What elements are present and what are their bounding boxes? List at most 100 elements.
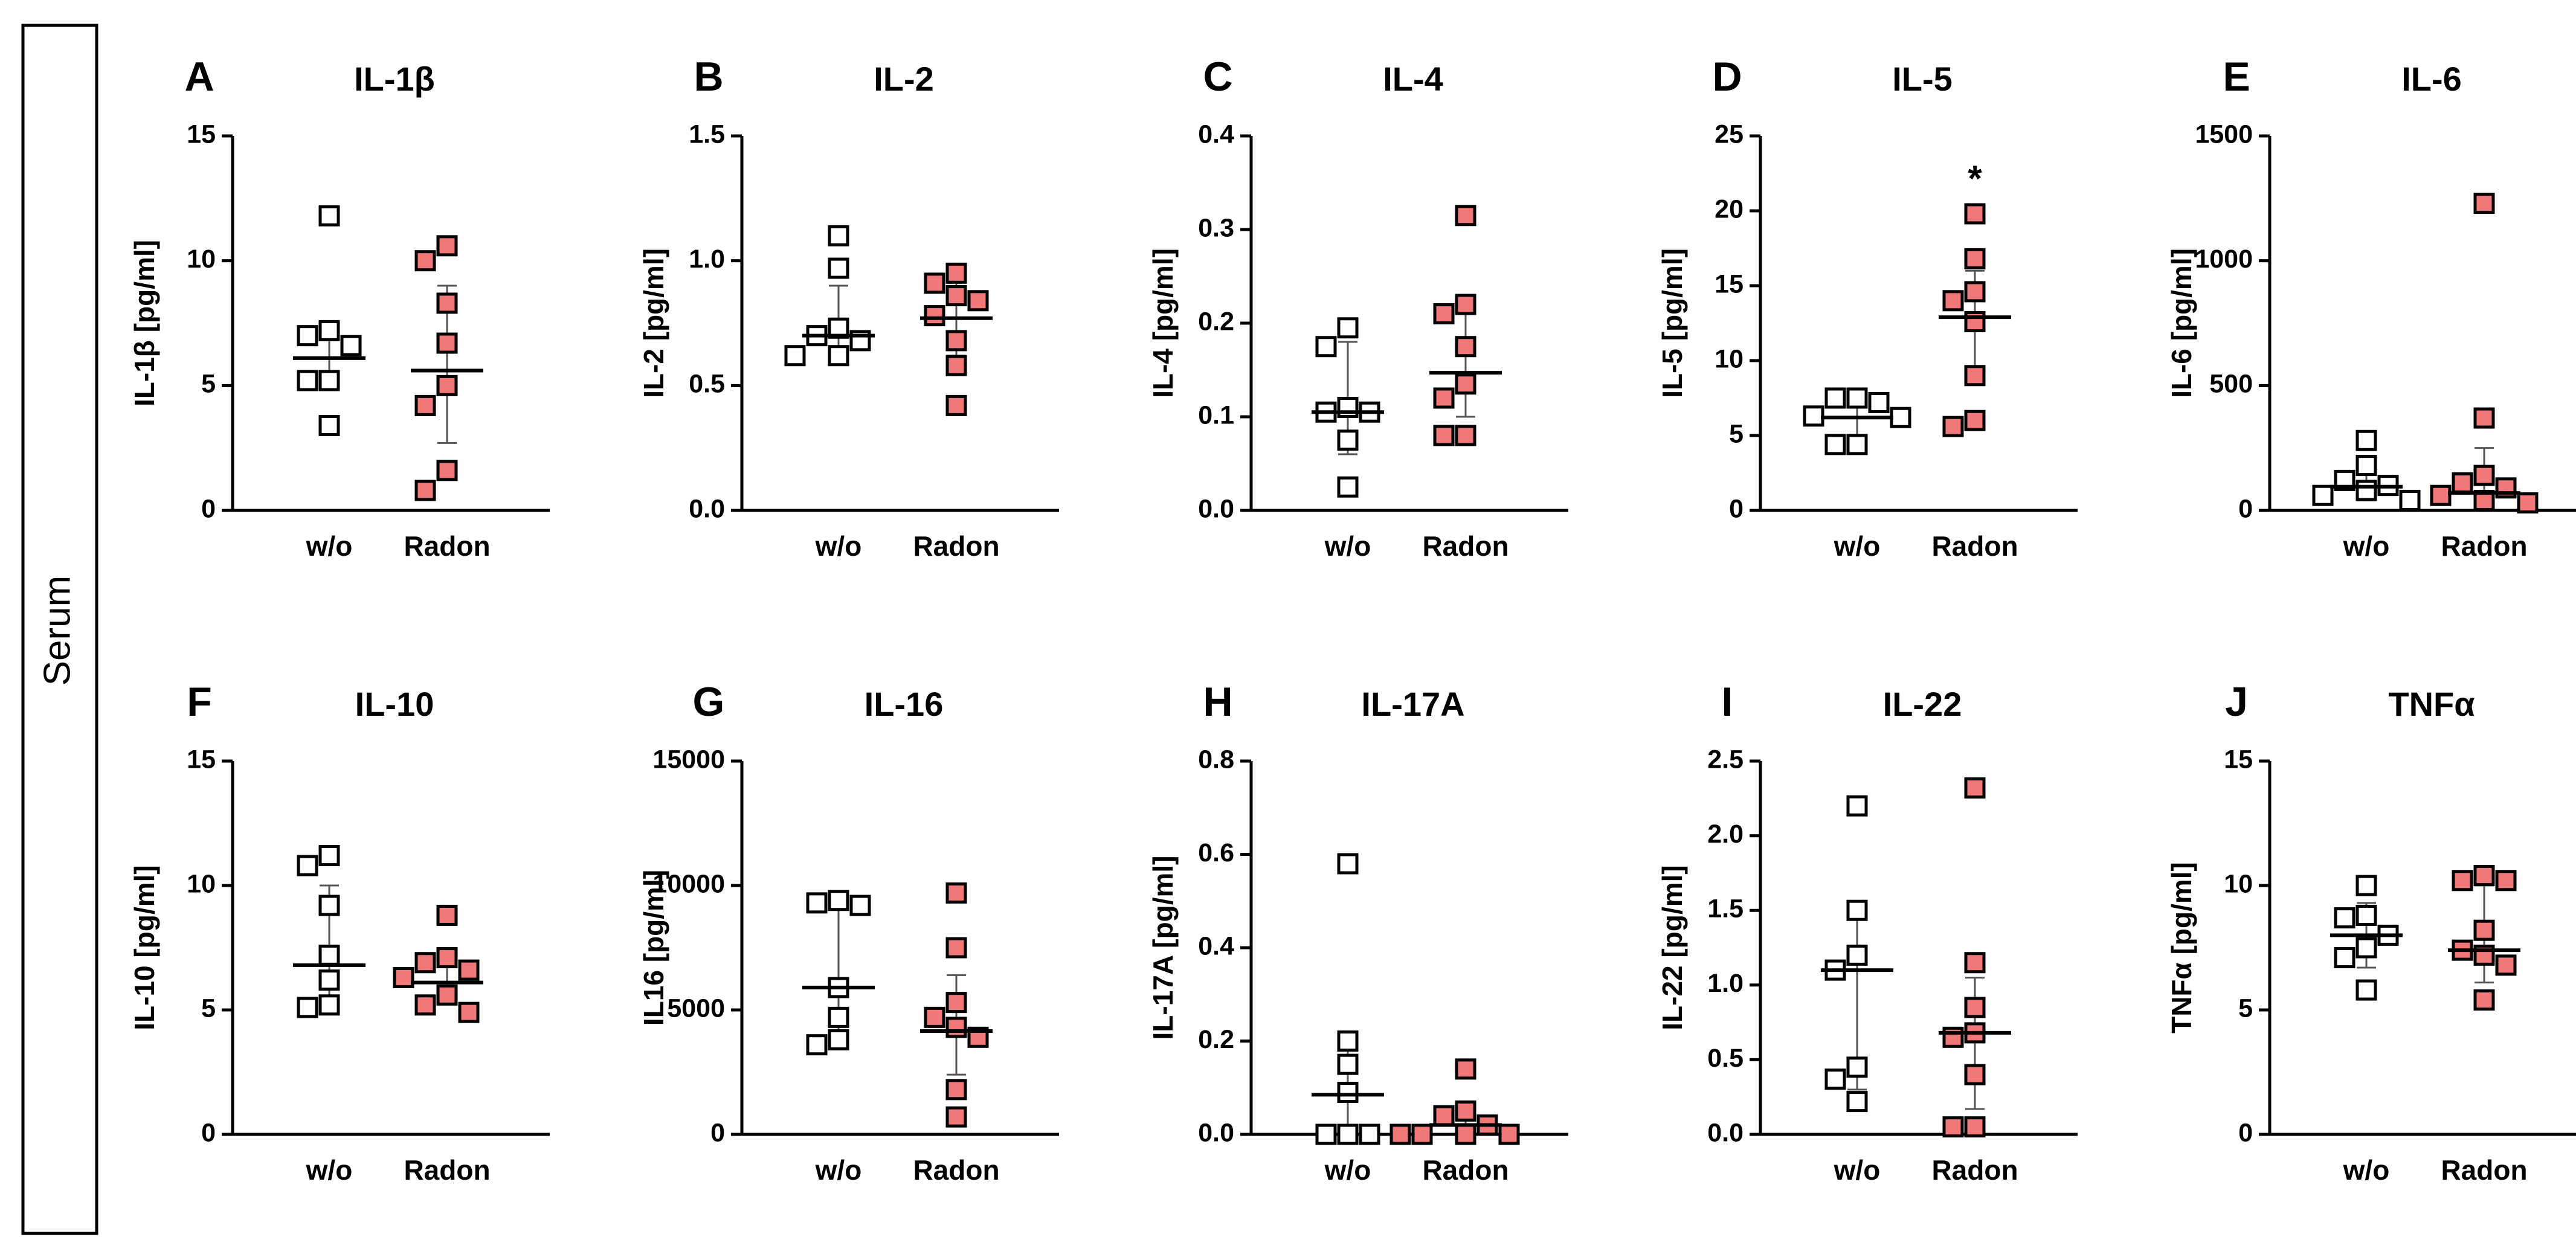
panel-letter: F [187, 679, 212, 725]
data-point [1964, 281, 1986, 303]
data-point [945, 1017, 967, 1038]
y-tick-label: 0 [2238, 494, 2253, 523]
y-tick-label: 0 [201, 494, 216, 523]
data-point [1455, 425, 1476, 446]
y-axis-label: IL-5 [pg/ml] [1657, 248, 1688, 398]
x-category-label: Radon [2441, 530, 2527, 562]
data-point [1964, 248, 1986, 269]
y-tick-label: 10 [1715, 344, 1744, 373]
data-point [2355, 429, 2377, 451]
y-tick-label: 15 [1715, 269, 1744, 298]
panel-letter: E [2223, 54, 2250, 100]
y-tick-label: 1.5 [689, 120, 725, 149]
data-point [924, 305, 945, 327]
data-point [1942, 1026, 1964, 1048]
x-category-label: Radon [404, 530, 490, 562]
data-point [1455, 1100, 1476, 1122]
y-tick-label: 0.5 [1707, 1044, 1744, 1073]
x-category-label: Radon [1931, 1154, 2018, 1186]
y-tick-label: 10 [187, 245, 216, 274]
panel-letter: A [184, 54, 214, 100]
x-category-label: Radon [1931, 530, 2018, 562]
panel-title: IL-6 [2401, 60, 2462, 98]
data-point [1964, 952, 1986, 974]
data-point [414, 394, 436, 416]
x-category-label: Radon [913, 530, 999, 562]
data-point [945, 1079, 967, 1101]
panel-letter: I [1722, 679, 1733, 725]
y-tick-label: 1.0 [689, 245, 725, 274]
panel-title: IL-16 [865, 685, 944, 723]
panel-letter: B [694, 54, 723, 100]
data-point [1433, 1105, 1455, 1127]
data-point [1846, 434, 1868, 455]
data-point [436, 904, 458, 926]
panel-title: IL-4 [1383, 60, 1443, 98]
y-axis-label: IL16 [pg/ml] [638, 870, 669, 1026]
y-axis-label: IL-22 [pg/ml] [1657, 865, 1688, 1030]
y-tick-label: 0.4 [1198, 931, 1234, 960]
data-point [1868, 391, 1890, 413]
y-tick-label: 500 [2209, 370, 2253, 399]
panel-letter: D [1712, 54, 1742, 100]
data-point [318, 994, 340, 1016]
data-point [945, 394, 967, 416]
data-point [1455, 336, 1476, 358]
y-tick-label: 0.0 [1198, 1118, 1234, 1147]
data-point [1846, 387, 1868, 409]
y-tick-label: 0.2 [1198, 307, 1234, 336]
y-tick-label: 0.6 [1198, 838, 1234, 867]
data-point [806, 892, 828, 914]
data-point [2473, 865, 2495, 887]
y-axis-label: IL-6 [pg/ml] [2166, 248, 2197, 398]
data-point [1964, 777, 1986, 799]
x-category-label: Radon [2441, 1154, 2527, 1186]
data-point [436, 332, 458, 354]
panel-a: A IL-1β IL-1β [pg/ml] 0 5 10 15 w/o Radon [129, 54, 550, 562]
data-point [1455, 1123, 1476, 1145]
y-tick-label: 0 [710, 1118, 725, 1147]
panel-j: J TNFα TNFα [pg/ml] 0 5 10 15 w/o Radon [2166, 679, 2576, 1186]
data-point [784, 345, 806, 367]
data-point [436, 984, 458, 1006]
y-tick-label: 0 [1729, 494, 1744, 523]
y-tick-label: 0.4 [1198, 120, 1234, 149]
data-point [945, 330, 967, 352]
y-tick-label: 5 [201, 370, 216, 399]
x-category-label: Radon [1422, 1154, 1509, 1186]
data-point [393, 966, 414, 988]
data-point [1824, 434, 1846, 455]
panel-title: TNFα [2388, 685, 2475, 723]
data-point [436, 947, 458, 968]
data-point [828, 257, 849, 279]
y-tick-label: 2.5 [1707, 745, 1744, 774]
data-point [318, 969, 340, 991]
data-point [414, 480, 436, 501]
y-tick-label: 10 [187, 869, 216, 898]
data-point [1455, 373, 1476, 395]
panel-letter: C [1203, 54, 1232, 100]
x-category-label: w/o [1324, 1154, 1371, 1186]
data-point [318, 895, 340, 916]
data-point [436, 235, 458, 257]
y-tick-label: 0.8 [1198, 745, 1234, 774]
panel-letter: G [693, 679, 725, 725]
y-tick-label: 5 [1729, 419, 1744, 448]
data-point [2473, 919, 2495, 941]
x-category-label: w/o [306, 530, 353, 562]
data-point [1433, 303, 1455, 324]
data-point [436, 292, 458, 314]
data-point [2334, 907, 2355, 929]
data-point [1964, 1064, 1986, 1085]
data-point [1389, 1123, 1411, 1145]
data-point [2355, 875, 2377, 896]
data-point [2355, 480, 2377, 501]
y-tick-label: 2.0 [1707, 820, 1744, 849]
data-point [1337, 476, 1359, 498]
data-point [1337, 1030, 1359, 1052]
data-point [2473, 193, 2495, 214]
data-point [1433, 387, 1455, 409]
data-point [1964, 311, 1986, 333]
panel-title: IL-1β [354, 60, 435, 98]
data-point [945, 937, 967, 959]
